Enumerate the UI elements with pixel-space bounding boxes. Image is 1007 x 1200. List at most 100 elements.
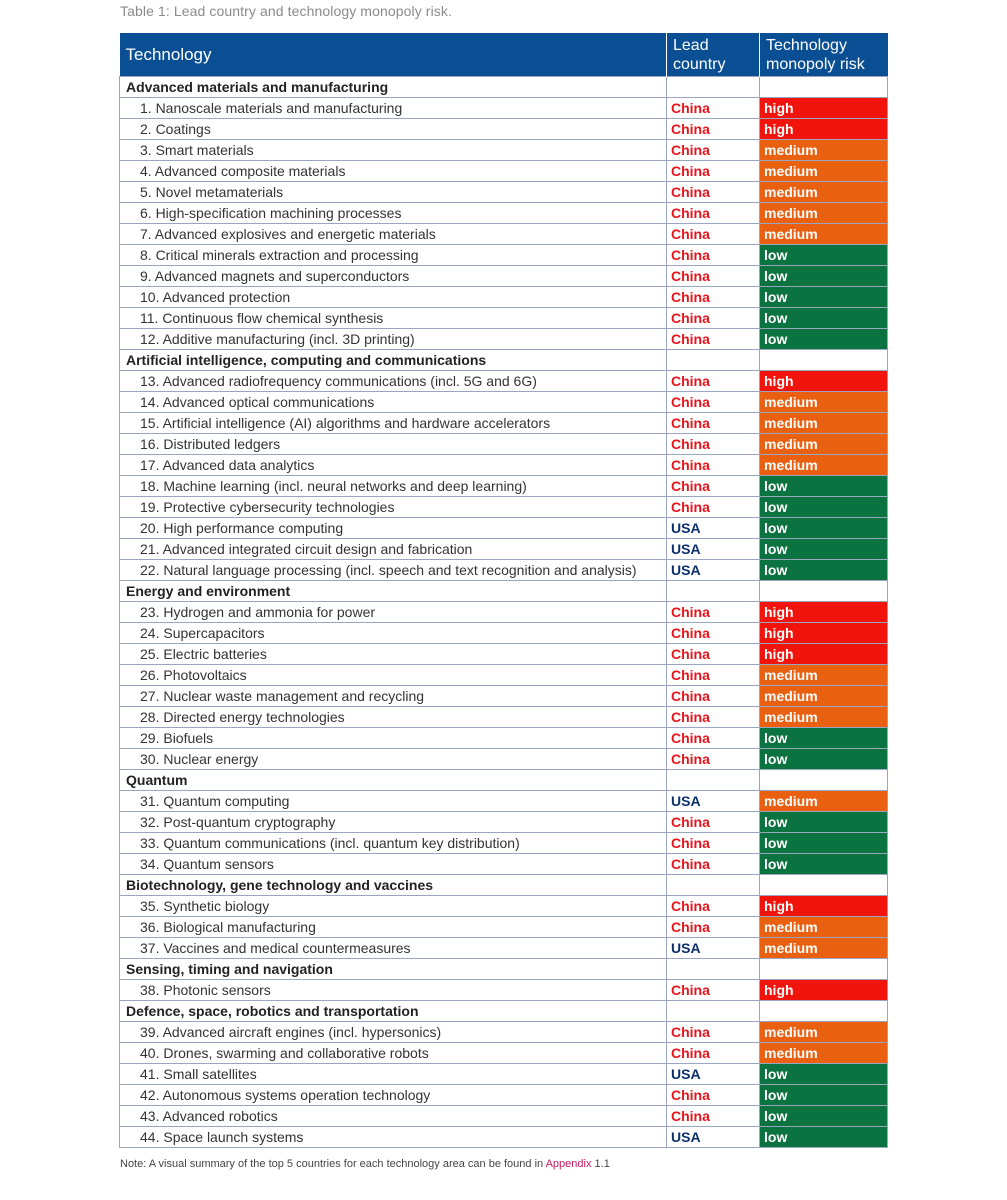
table-caption: Table 1: Lead country and technology mon… xyxy=(120,3,452,19)
lead-country-cell: China xyxy=(666,433,760,455)
technology-cell: 32. Post-quantum cryptography xyxy=(119,811,667,833)
table-row: 28. Directed energy technologies China med… xyxy=(119,706,888,728)
risk-cell: medium xyxy=(759,433,888,455)
table-row: 10. Advanced protection China low xyxy=(119,286,888,308)
risk-cell: medium xyxy=(759,706,888,728)
footnote: Note: A visual summary of the top 5 coun… xyxy=(120,1158,610,1170)
section-empty-cell xyxy=(759,349,888,371)
technology-cell: 42. Autonomous systems operation technol… xyxy=(119,1084,667,1106)
table-row: 20. High performance computing USA low xyxy=(119,517,888,539)
section-empty-cell xyxy=(666,769,760,791)
technology-cell: 17. Advanced data analytics xyxy=(119,454,667,476)
table-row: 27. Nuclear waste management and recycli… xyxy=(119,685,888,707)
section-row: Quantum xyxy=(119,769,888,791)
section-empty-cell xyxy=(759,1000,888,1022)
table-row: 21. Advanced integrated circuit design a… xyxy=(119,538,888,560)
risk-cell: low xyxy=(759,286,888,308)
header-monopoly-risk: Technology monopoly risk xyxy=(759,33,888,77)
lead-country-cell: USA xyxy=(666,559,760,581)
risk-cell: high xyxy=(759,97,888,119)
section-row: Sensing, timing and navigation xyxy=(119,958,888,980)
technology-cell: 16. Distributed ledgers xyxy=(119,433,667,455)
section-title: Advanced materials and manufacturing xyxy=(119,76,667,98)
header-technology: Technology xyxy=(119,33,667,77)
section-empty-cell xyxy=(666,76,760,98)
table-row: 34. Quantum sensors China low xyxy=(119,853,888,875)
lead-country-cell: China xyxy=(666,307,760,329)
technology-cell: 26. Photovoltaics xyxy=(119,664,667,686)
lead-country-cell: China xyxy=(666,139,760,161)
technology-cell: 25. Electric batteries xyxy=(119,643,667,665)
risk-cell: medium xyxy=(759,937,888,959)
table-row: 13. Advanced radiofrequency communicatio… xyxy=(119,370,888,392)
table-row: 5. Novel metamaterials China medium xyxy=(119,181,888,203)
technology-cell: 41. Small satellites xyxy=(119,1063,667,1085)
lead-country-cell: China xyxy=(666,1021,760,1043)
risk-cell: high xyxy=(759,601,888,623)
lead-country-cell: China xyxy=(666,244,760,266)
lead-country-cell: China xyxy=(666,664,760,686)
table-row: 22. Natural language processing (incl. s… xyxy=(119,559,888,581)
technology-cell: 27. Nuclear waste management and recycli… xyxy=(119,685,667,707)
risk-cell: medium xyxy=(759,223,888,245)
technology-cell: 40. Drones, swarming and collaborative r… xyxy=(119,1042,667,1064)
lead-country-cell: China xyxy=(666,811,760,833)
lead-country-cell: China xyxy=(666,97,760,119)
table-row: 24. Supercapacitors China high xyxy=(119,622,888,644)
lead-country-cell: China xyxy=(666,601,760,623)
lead-country-cell: China xyxy=(666,1042,760,1064)
risk-cell: low xyxy=(759,1063,888,1085)
risk-cell: low xyxy=(759,559,888,581)
table-row: 37. Vaccines and medical countermeasures… xyxy=(119,937,888,959)
risk-cell: low xyxy=(759,538,888,560)
lead-country-cell: China xyxy=(666,496,760,518)
lead-country-cell: China xyxy=(666,748,760,770)
risk-cell: medium xyxy=(759,790,888,812)
risk-cell: low xyxy=(759,328,888,350)
technology-cell: 18. Machine learning (incl. neural netwo… xyxy=(119,475,667,497)
technology-cell: 19. Protective cybersecurity technologie… xyxy=(119,496,667,518)
table-row: 12. Additive manufacturing (incl. 3D pri… xyxy=(119,328,888,350)
lead-country-cell: China xyxy=(666,706,760,728)
risk-cell: medium xyxy=(759,1042,888,1064)
section-empty-cell xyxy=(666,1000,760,1022)
table-row: 18. Machine learning (incl. neural netwo… xyxy=(119,475,888,497)
lead-country-cell: China xyxy=(666,622,760,644)
lead-country-cell: China xyxy=(666,643,760,665)
technology-cell: 13. Advanced radiofrequency communicatio… xyxy=(119,370,667,392)
section-title: Biotechnology, gene technology and vacci… xyxy=(119,874,667,896)
table-row: 38. Photonic sensors China high xyxy=(119,979,888,1001)
table-row: 26. Photovoltaics China medium xyxy=(119,664,888,686)
section-empty-cell xyxy=(666,874,760,896)
lead-country-cell: China xyxy=(666,265,760,287)
technology-cell: 43. Advanced robotics xyxy=(119,1105,667,1127)
lead-country-cell: China xyxy=(666,181,760,203)
lead-country-cell: China xyxy=(666,685,760,707)
technology-cell: 10. Advanced protection xyxy=(119,286,667,308)
technology-cell: 38. Photonic sensors xyxy=(119,979,667,1001)
table-row: 33. Quantum communications (incl. quantu… xyxy=(119,832,888,854)
section-title: Sensing, timing and navigation xyxy=(119,958,667,980)
appendix-link[interactable]: Appendix xyxy=(545,1158,592,1170)
table-row: 11. Continuous flow chemical synthesis Ch… xyxy=(119,307,888,329)
risk-cell: high xyxy=(759,895,888,917)
footnote-suffix: 1.1 xyxy=(591,1158,610,1170)
lead-country-cell: China xyxy=(666,454,760,476)
technology-cell: 36. Biological manufacturing xyxy=(119,916,667,938)
technology-cell: 7. Advanced explosives and energetic mat… xyxy=(119,223,667,245)
technology-cell: 20. High performance computing xyxy=(119,517,667,539)
section-title: Defence, space, robotics and transportat… xyxy=(119,1000,667,1022)
lead-country-cell: China xyxy=(666,1084,760,1106)
section-empty-cell xyxy=(759,874,888,896)
technology-cell: 2. Coatings xyxy=(119,118,667,140)
technology-cell: 15. Artificial intelligence (AI) algorit… xyxy=(119,412,667,434)
risk-cell: medium xyxy=(759,139,888,161)
risk-cell: low xyxy=(759,496,888,518)
technology-cell: 30. Nuclear energy xyxy=(119,748,667,770)
technology-cell: 21. Advanced integrated circuit design a… xyxy=(119,538,667,560)
lead-country-cell: China xyxy=(666,202,760,224)
table-row: 2. Coatings China high xyxy=(119,118,888,140)
risk-cell: medium xyxy=(759,181,888,203)
risk-cell: low xyxy=(759,727,888,749)
table-row: 29. Biofuels China low xyxy=(119,727,888,749)
